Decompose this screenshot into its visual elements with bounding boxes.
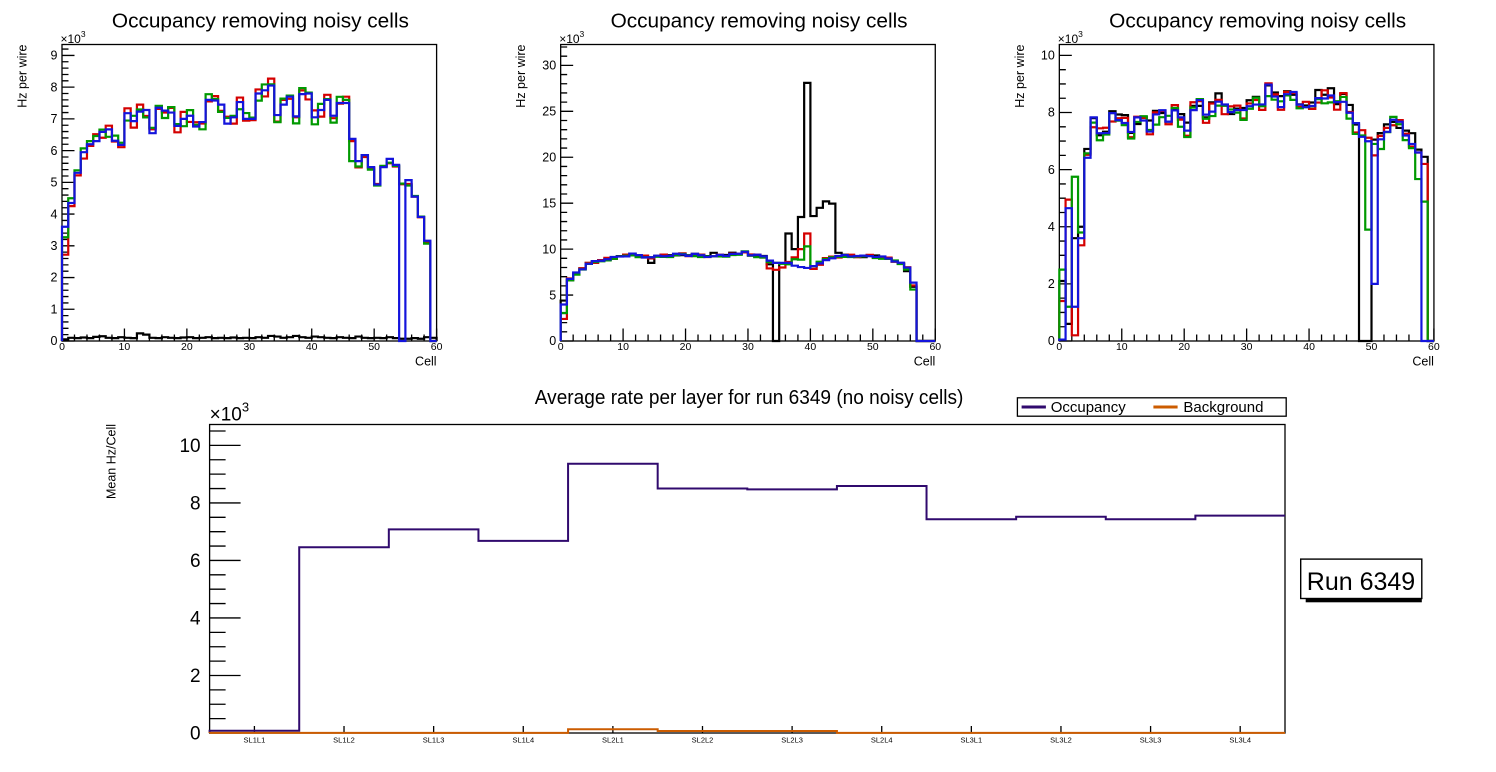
svg-text:SL3L1: SL3L1 [960,736,982,745]
svg-text:Hz per wire: Hz per wire [514,44,528,107]
svg-text:SL1L2: SL1L2 [333,736,355,745]
svg-text:20: 20 [542,151,556,165]
svg-text:SL2L1: SL2L1 [602,736,624,745]
svg-text:60: 60 [929,341,941,353]
svg-text:Cell: Cell [914,355,936,369]
svg-text:Occupancy removing noisy cells: Occupancy removing noisy cells [611,10,908,33]
svg-text:0: 0 [1048,334,1055,348]
svg-text:8: 8 [190,493,201,514]
svg-text:10: 10 [179,436,200,457]
svg-text:Occupancy removing noisy cells: Occupancy removing noisy cells [1109,10,1406,33]
svg-text:6: 6 [190,551,201,572]
svg-text:×103: ×103 [210,400,249,426]
svg-text:10: 10 [119,341,131,353]
svg-text:5: 5 [549,288,556,302]
svg-text:10: 10 [1116,341,1128,353]
svg-text:SL1L4: SL1L4 [512,736,534,745]
svg-text:0: 0 [51,334,58,348]
svg-text:9: 9 [51,49,58,63]
svg-text:SL2L3: SL2L3 [781,736,803,745]
svg-text:50: 50 [867,341,879,353]
svg-text:10: 10 [1041,49,1055,63]
svg-text:25: 25 [542,105,556,119]
svg-text:20: 20 [1178,341,1190,353]
svg-text:2: 2 [51,271,58,285]
svg-text:Run 6349: Run 6349 [1307,568,1415,596]
svg-text:60: 60 [1428,341,1440,353]
svg-text:8: 8 [51,80,58,94]
svg-text:0: 0 [190,724,201,745]
svg-text:30: 30 [542,59,556,73]
svg-text:15: 15 [542,196,556,210]
svg-text:4: 4 [190,609,201,630]
svg-text:1: 1 [51,303,58,317]
svg-text:SL2L2: SL2L2 [692,736,714,745]
svg-text:50: 50 [368,341,380,353]
svg-text:40: 40 [1303,341,1315,353]
svg-text:2: 2 [1048,277,1055,291]
svg-text:30: 30 [1241,341,1253,353]
svg-text:×103: ×103 [1058,29,1083,46]
svg-text:Average rate per layer for run: Average rate per layer for run 6349 (no … [535,387,964,409]
svg-text:Background: Background [1183,399,1263,416]
svg-text:20: 20 [181,341,193,353]
svg-text:SL3L3: SL3L3 [1140,736,1162,745]
svg-text:Hz per wire: Hz per wire [1013,44,1027,107]
svg-text:20: 20 [680,341,692,353]
svg-text:Occupancy: Occupancy [1051,399,1127,416]
svg-text:0: 0 [1056,341,1062,353]
svg-text:SL2L4: SL2L4 [871,736,893,745]
svg-text:8: 8 [1048,106,1055,120]
svg-text:10: 10 [617,341,629,353]
svg-text:10: 10 [542,242,556,256]
svg-text:×103: ×103 [61,29,86,46]
svg-text:30: 30 [243,341,255,353]
svg-text:SL1L1: SL1L1 [244,736,266,745]
svg-text:60: 60 [431,341,443,353]
svg-text:Cell: Cell [1412,355,1434,369]
svg-text:0: 0 [59,341,65,353]
svg-text:40: 40 [306,341,318,353]
svg-text:Hz per wire: Hz per wire [16,44,30,107]
svg-text:SL3L4: SL3L4 [1229,736,1251,745]
svg-text:30: 30 [742,341,754,353]
svg-text:4: 4 [51,207,58,221]
svg-text:7: 7 [51,112,58,126]
svg-text:Mean Hz/Cell: Mean Hz/Cell [105,424,119,499]
svg-text:4: 4 [1048,220,1055,234]
svg-text:Cell: Cell [415,355,437,369]
svg-text:40: 40 [805,341,817,353]
svg-text:Occupancy removing noisy cells: Occupancy removing noisy cells [112,10,409,33]
svg-text:×103: ×103 [559,29,584,46]
svg-text:5: 5 [51,176,58,190]
svg-text:3: 3 [51,239,58,253]
svg-text:0: 0 [549,334,556,348]
svg-text:6: 6 [51,144,58,158]
svg-text:SL3L2: SL3L2 [1050,736,1072,745]
svg-text:50: 50 [1366,341,1378,353]
svg-text:SL1L3: SL1L3 [423,736,445,745]
svg-text:2: 2 [190,666,201,687]
svg-text:6: 6 [1048,163,1055,177]
svg-text:0: 0 [558,341,564,353]
